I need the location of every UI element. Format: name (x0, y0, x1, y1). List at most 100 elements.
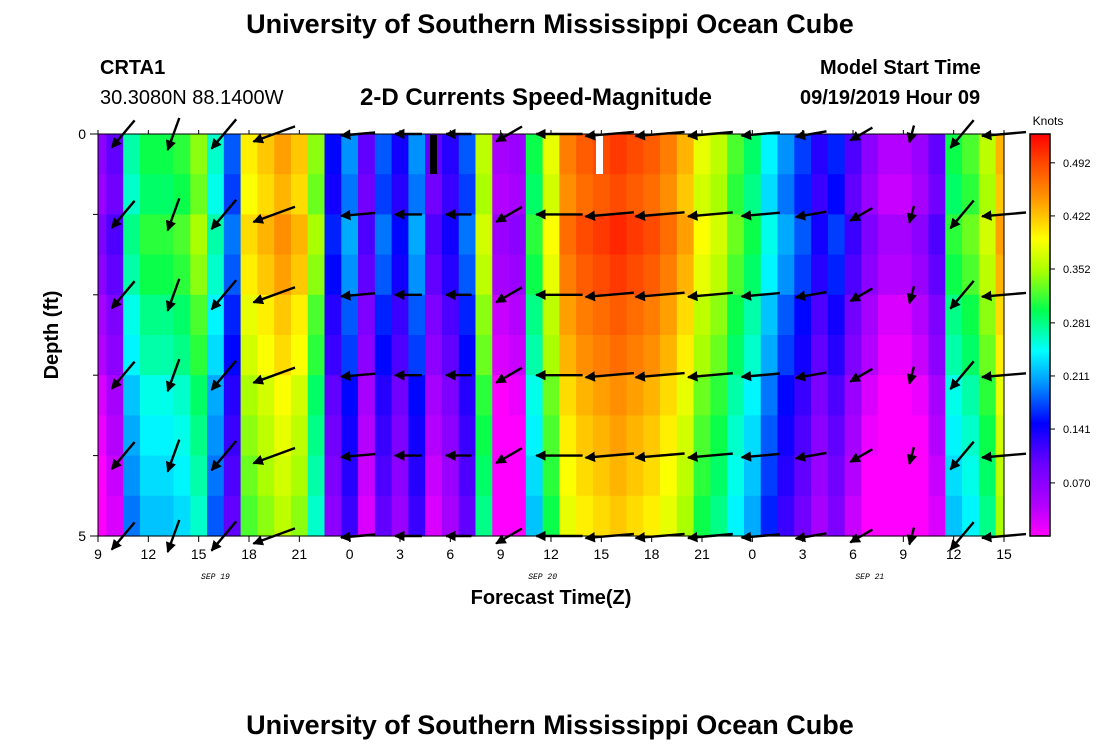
heatmap-cell (156, 254, 175, 296)
current-vector (906, 446, 917, 466)
heatmap-cell (525, 294, 544, 336)
heatmap-cell (911, 495, 930, 537)
heatmap-cell (995, 134, 1005, 175)
heatmap-cell (190, 214, 208, 256)
heatmap-cell (458, 375, 477, 416)
heatmap-cell (290, 455, 309, 497)
heatmap-cell (609, 254, 628, 296)
heatmap-cell (190, 335, 208, 376)
heatmap-cell (307, 335, 326, 376)
heatmap-cell (156, 415, 175, 457)
heatmap-cell (274, 254, 292, 296)
heatmap-cell (98, 335, 107, 376)
heatmap-cell (911, 294, 930, 336)
heatmap-cell (576, 294, 594, 336)
current-vector (339, 209, 376, 221)
heatmap-cell (878, 495, 896, 537)
heatmap-cell (324, 415, 342, 457)
heatmap-cell (945, 335, 963, 376)
heatmap-cell (592, 254, 611, 296)
heatmap-cell (223, 335, 242, 376)
heatmap-cell (542, 174, 560, 215)
heatmap-cell (341, 335, 359, 376)
heatmap-cell (106, 375, 124, 416)
heatmap-cell (928, 134, 946, 175)
heatmap-cell (525, 174, 544, 215)
heatmap-cell (760, 495, 779, 537)
heatmap-cell (760, 335, 779, 376)
heatmap-cell (425, 415, 443, 457)
heatmap-cell (576, 134, 594, 175)
x-axis-ticks: 9 12 15 18 21 0 3 6 9 12 15 18 21 0 3 6 9 12 15 (94, 130, 1012, 562)
date-labels: SEP 19 SEP 20 SEP 21 (201, 573, 884, 582)
heatmap-cell (139, 335, 158, 376)
heatmap-cell (106, 455, 124, 497)
heatmap-cell (609, 134, 628, 175)
heatmap-cell (592, 174, 611, 215)
heatmap-cell (223, 174, 242, 215)
heatmap-cell (123, 254, 141, 296)
current-vector (584, 371, 635, 382)
heatmap-cell (458, 335, 477, 376)
heatmap-cell (139, 294, 158, 336)
heatmap-cell (441, 214, 460, 256)
heatmap-cell (374, 375, 393, 416)
heatmap-cell (995, 214, 1005, 256)
heatmap-cell (995, 254, 1005, 296)
heatmap-cell (425, 254, 443, 296)
heatmap-cell (743, 375, 762, 416)
heatmap-cell (693, 455, 711, 497)
date-label: SEP 19 (201, 573, 230, 582)
current-vector (165, 278, 181, 312)
heatmap-cell (861, 134, 879, 175)
heatmap-cell (878, 134, 896, 175)
heatmap-cell (777, 134, 795, 175)
heatmap-cell (844, 495, 862, 537)
heatmap-cell (743, 415, 762, 457)
heatmap-cell (727, 174, 745, 215)
heatmap-cell (156, 335, 175, 376)
current-vector (906, 366, 917, 385)
heatmap-cell (358, 455, 376, 497)
heatmap-cell (878, 254, 896, 296)
heatmap-cell (391, 174, 409, 215)
heatmap-cell (811, 174, 829, 215)
heatmap-cell (609, 455, 628, 497)
heatmap-cell (156, 495, 175, 537)
heatmap-cell (106, 174, 124, 215)
heatmap-cell (307, 455, 326, 497)
current-vector (686, 290, 733, 302)
heatmap-cell (492, 134, 510, 175)
colorbar-tick-label: 0.070 (1063, 478, 1091, 490)
heatmap-cell (643, 134, 661, 175)
station-coords: 30.3080N 88.1400W (100, 87, 284, 109)
heatmap-cell (391, 214, 409, 256)
heatmap-cell (358, 375, 376, 416)
heatmap-cell (710, 214, 728, 256)
heatmap-cell (475, 174, 493, 215)
heatmap-cell (240, 415, 258, 457)
heatmap-cell (290, 375, 309, 416)
current-vector (495, 447, 523, 465)
heatmap-cell (827, 174, 846, 215)
x-tick-label: 9 (497, 546, 505, 562)
heatmap-cell (827, 335, 846, 376)
heatmap-cell (576, 254, 594, 296)
heatmap-cell (962, 375, 980, 416)
heatmap-cell (374, 174, 393, 215)
heatmap-cell (139, 174, 158, 215)
colorbar-ticks: 0.492 0.422 0.352 0.281 0.211 0.141 0.070 (1050, 158, 1091, 490)
heatmap-cell (844, 375, 862, 416)
heatmap-cell (911, 335, 930, 376)
heatmap-cell (844, 455, 862, 497)
heatmap-cell (609, 375, 628, 416)
current-vector (634, 210, 685, 221)
current-vector (794, 290, 827, 302)
heatmap-cell (727, 294, 745, 336)
heatmap-cell (307, 294, 326, 336)
heatmap-cell (660, 335, 678, 376)
heatmap-cell (341, 455, 359, 497)
heatmap-cell (341, 174, 359, 215)
heatmap-cell (190, 415, 208, 457)
